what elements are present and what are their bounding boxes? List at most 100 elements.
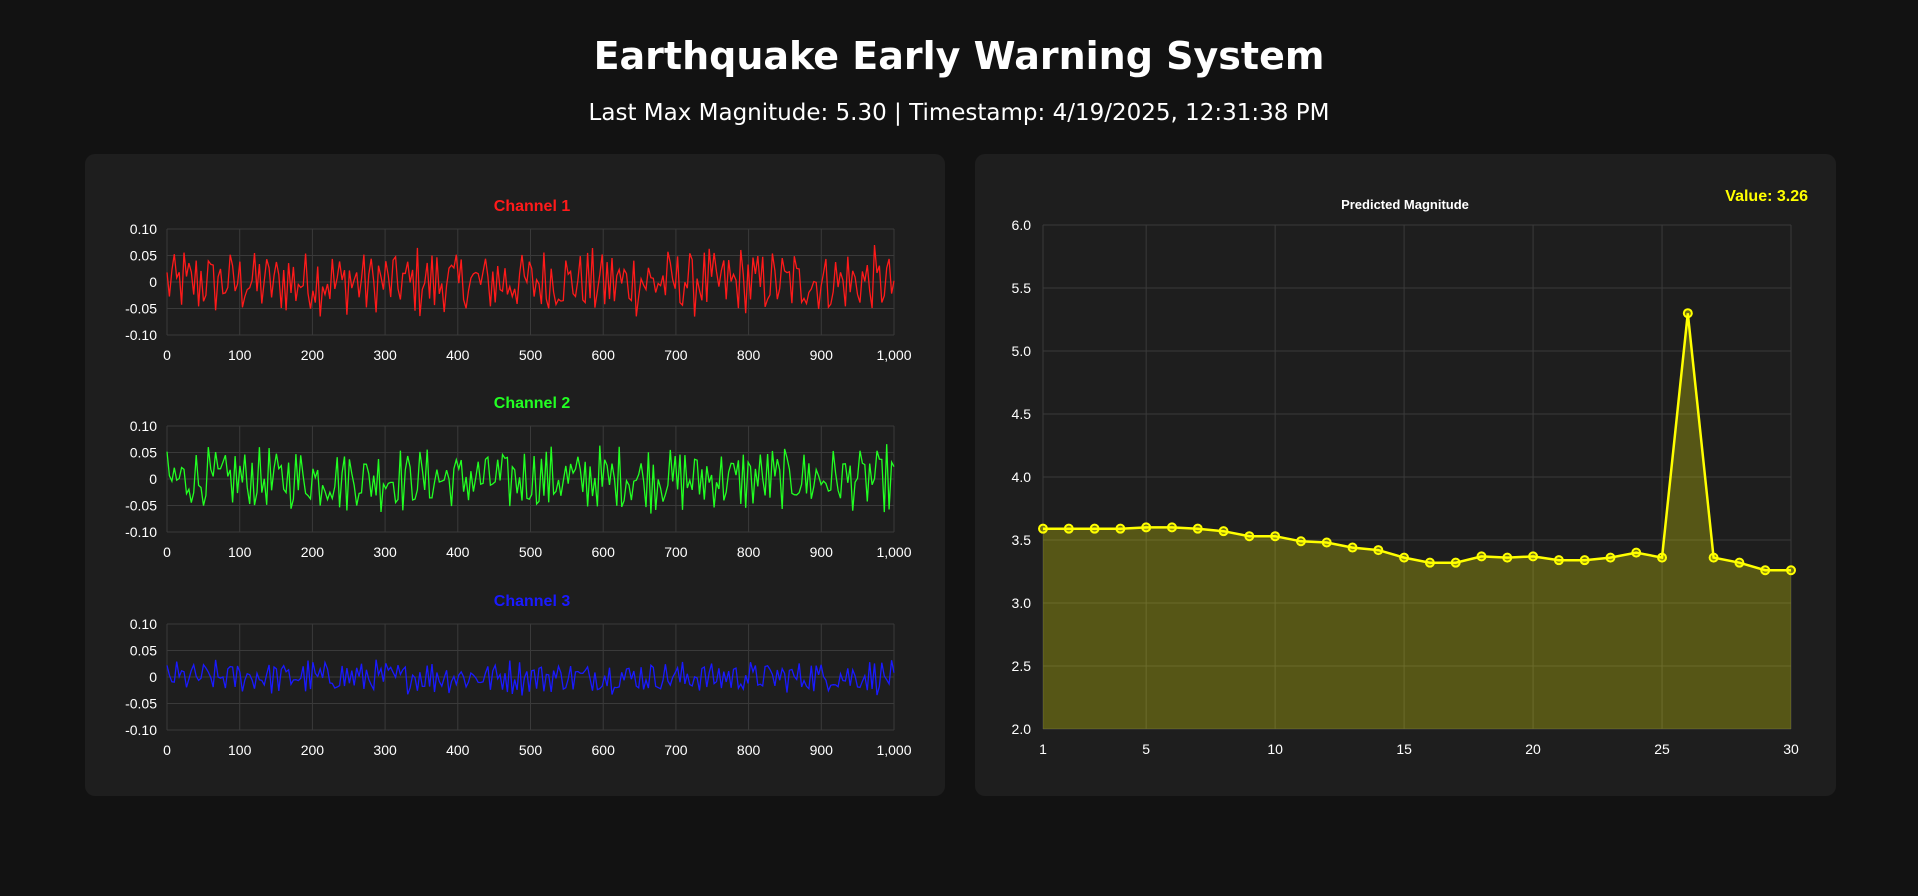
x-tick-label: 500 xyxy=(519,347,543,363)
prediction-point xyxy=(1295,536,1306,547)
x-tick-label: 600 xyxy=(592,544,616,560)
y-tick-label: 0.10 xyxy=(130,616,157,632)
y-tick-label: 3.5 xyxy=(1012,532,1032,548)
x-tick-label: 0 xyxy=(163,742,171,758)
y-tick-label: 0 xyxy=(149,669,157,685)
y-tick-label: 0 xyxy=(149,274,157,290)
x-tick-label: 5 xyxy=(1142,741,1150,757)
y-tick-label: 0.05 xyxy=(130,643,157,659)
x-tick-label: 600 xyxy=(592,742,616,758)
prediction-point xyxy=(1631,547,1642,558)
prediction-point xyxy=(1141,522,1152,533)
y-tick-label: 6.0 xyxy=(1012,217,1032,233)
prediction-point xyxy=(1528,551,1539,562)
channel-3-chart: Channel 3 0.10 0.05 0 -0.05 -0.10 0 100 200 300 40… xyxy=(125,593,912,758)
prediction-point xyxy=(1450,557,1461,568)
x-tick-label: 800 xyxy=(737,544,761,560)
x-tick-label: 400 xyxy=(446,742,470,758)
y-tick-label: -0.05 xyxy=(125,498,157,514)
y-tick-label: 3.0 xyxy=(1012,595,1032,611)
y-tick-label: -0.05 xyxy=(125,696,157,712)
x-tick-label: 300 xyxy=(373,544,397,560)
prediction-point xyxy=(1270,531,1281,542)
prediction-point xyxy=(1553,555,1564,566)
x-tick-label: 0 xyxy=(163,347,171,363)
x-tick-label: 900 xyxy=(810,742,834,758)
page-title: Earthquake Early Warning System xyxy=(593,34,1325,78)
y-tick-label: 5.5 xyxy=(1012,280,1032,296)
y-tick-label: -0.10 xyxy=(125,327,157,343)
prediction-point xyxy=(1605,552,1616,563)
prediction-point xyxy=(1244,531,1255,542)
y-tick-label: -0.10 xyxy=(125,524,157,540)
x-tick-label: 700 xyxy=(664,544,688,560)
x-tick-label: 1,000 xyxy=(876,347,911,363)
x-tick-label: 500 xyxy=(519,742,543,758)
x-tick-label: 200 xyxy=(301,544,325,560)
predicted-magnitude-chart: Predicted Magnitude 6.0 5.5 5.0 4.5 4.0 3.5 3.0… xyxy=(1012,197,1799,757)
prediction-point xyxy=(1708,552,1719,563)
y-tick-label: 4.0 xyxy=(1012,469,1032,485)
x-tick-label: 800 xyxy=(737,347,761,363)
prediction-point xyxy=(1115,523,1126,534)
x-tick-label: 300 xyxy=(373,742,397,758)
x-tick-label: 400 xyxy=(446,347,470,363)
status-line: Last Max Magnitude: 5.30 | Timestamp: 4/… xyxy=(588,100,1330,126)
prediction-point xyxy=(1166,522,1177,533)
x-tick-label: 600 xyxy=(592,347,616,363)
y-tick-label: 2.5 xyxy=(1012,658,1032,674)
y-tick-label: 0.05 xyxy=(130,445,157,461)
y-tick-label: -0.05 xyxy=(125,301,157,317)
channel-1-chart: Channel 1 0.10 0.05 0 -0.05 -0.10 0 100 200 300 40… xyxy=(125,198,912,363)
x-tick-label: 500 xyxy=(519,544,543,560)
x-tick-label: 700 xyxy=(664,347,688,363)
y-tick-label: 4.5 xyxy=(1012,406,1032,422)
x-tick-label: 15 xyxy=(1396,741,1412,757)
x-tick-label: 800 xyxy=(737,742,761,758)
prediction-point xyxy=(1038,523,1048,534)
prediction-point xyxy=(1476,551,1487,562)
x-tick-label: 200 xyxy=(301,742,325,758)
prediction-point xyxy=(1399,552,1410,563)
prediction-point xyxy=(1373,545,1384,556)
x-tick-label: 25 xyxy=(1654,741,1670,757)
x-tick-label: 700 xyxy=(664,742,688,758)
y-tick-label: 0.10 xyxy=(130,418,157,434)
x-tick-label: 0 xyxy=(163,544,171,560)
x-tick-label: 1 xyxy=(1039,741,1047,757)
y-tick-label: 0.05 xyxy=(130,248,157,264)
channel-3-waveform xyxy=(166,659,895,696)
current-value-label: Value: 3.26 xyxy=(1725,188,1808,205)
prediction-point xyxy=(1063,523,1074,534)
prediction-point xyxy=(1579,555,1590,566)
y-tick-label: 0.10 xyxy=(130,221,157,237)
prediction-point xyxy=(1218,526,1229,537)
prediction-area-fill xyxy=(1043,313,1791,729)
channel-3-title: Channel 3 xyxy=(494,593,571,610)
x-tick-label: 100 xyxy=(228,742,252,758)
prediction-point xyxy=(1089,523,1100,534)
prediction-point xyxy=(1192,523,1203,534)
prediction-panel: Predicted Magnitude 6.0 5.5 5.0 4.5 4.0 3.5 3.0… xyxy=(975,154,1836,796)
y-tick-label: 2.0 xyxy=(1012,721,1032,737)
x-tick-label: 300 xyxy=(373,347,397,363)
prediction-point xyxy=(1657,552,1668,563)
y-tick-label: -0.10 xyxy=(125,722,157,738)
channel-1-waveform xyxy=(166,244,895,317)
x-tick-label: 1,000 xyxy=(876,742,911,758)
x-tick-label: 10 xyxy=(1267,741,1283,757)
prediction-point xyxy=(1734,557,1745,568)
x-tick-label: 100 xyxy=(228,347,252,363)
x-tick-label: 200 xyxy=(301,347,325,363)
y-tick-label: 5.0 xyxy=(1012,343,1032,359)
y-tick-label: 0 xyxy=(149,471,157,487)
x-tick-label: 20 xyxy=(1525,741,1541,757)
x-tick-label: 400 xyxy=(446,544,470,560)
prediction-point xyxy=(1786,565,1796,576)
x-tick-label: 100 xyxy=(228,544,252,560)
channel-1-title: Channel 1 xyxy=(494,198,571,215)
channels-chart: Channel 1 0.10 0.05 0 -0.05 -0.10 0 100 200 300 40… xyxy=(125,198,912,758)
x-tick-label: 900 xyxy=(810,347,834,363)
prediction-point xyxy=(1502,552,1513,563)
x-tick-label: 900 xyxy=(810,544,834,560)
